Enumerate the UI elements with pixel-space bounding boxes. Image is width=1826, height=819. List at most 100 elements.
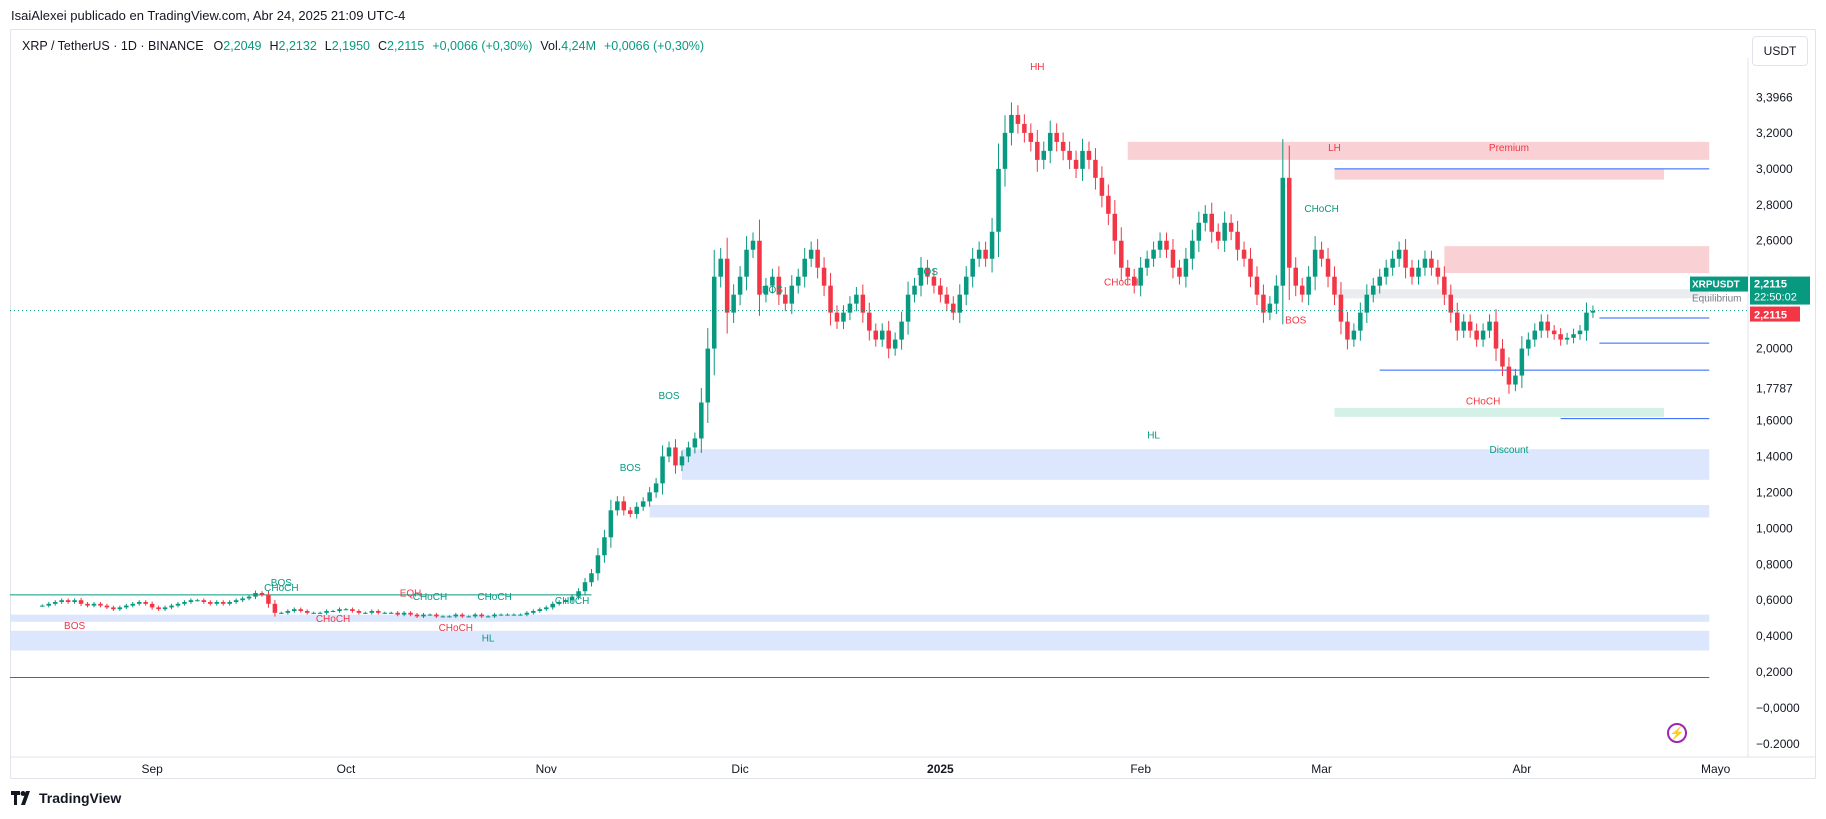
- candle-body: [660, 456, 665, 484]
- chart-frame[interactable]: [10, 29, 1816, 779]
- x-tick-label: Mayo: [1701, 762, 1731, 776]
- candle-body: [1093, 159, 1098, 178]
- candle-body: [1222, 222, 1227, 241]
- candle-body: [253, 593, 258, 597]
- candle-body: [220, 602, 226, 604]
- candle-body: [711, 276, 717, 349]
- candle-body: [1551, 330, 1557, 335]
- lightning-icon[interactable]: ⚡: [1667, 723, 1687, 743]
- candle-body: [750, 240, 756, 250]
- x-tick-label: Dic: [731, 762, 748, 776]
- candle-body: [1022, 123, 1027, 133]
- candle-body: [272, 603, 278, 613]
- symbol-name[interactable]: XRP / TetherUS · 1D · BINANCE: [22, 39, 204, 53]
- candle-body: [841, 312, 846, 322]
- candle-body: [938, 285, 943, 295]
- candle-body: [421, 614, 426, 617]
- x-tick-label: Oct: [337, 762, 356, 776]
- candle-body: [195, 600, 200, 602]
- candle-body: [763, 285, 769, 295]
- volume-change: +0,0066 (+0,30%): [604, 39, 705, 53]
- candle-body: [925, 267, 930, 277]
- candle-body: [595, 555, 601, 574]
- price-tag-bg: [1750, 276, 1810, 305]
- candle-body: [130, 603, 136, 606]
- candle-body: [363, 612, 368, 614]
- candle-body: [1493, 321, 1499, 349]
- candle-body: [40, 605, 45, 607]
- candle-body: [298, 609, 304, 611]
- candle-body: [996, 168, 1001, 232]
- candle-body: [808, 249, 814, 259]
- candle-body: [563, 600, 568, 603]
- candle-body: [899, 321, 904, 340]
- smc-label: CHoCH: [413, 592, 447, 603]
- candle-body: [1545, 321, 1550, 331]
- candle-body: [1487, 321, 1492, 331]
- candle-body: [1429, 258, 1434, 268]
- candle-body: [1261, 294, 1266, 313]
- y-tick-label: 1,4000: [1756, 449, 1793, 463]
- smc-label: CHoCH: [439, 623, 473, 634]
- candle-body: [679, 456, 685, 466]
- candle-body: [1351, 330, 1357, 340]
- y-tick-label: 3,0000: [1756, 162, 1793, 176]
- candle-body: [1513, 375, 1518, 385]
- brand[interactable]: TradingView: [11, 790, 121, 806]
- candle-body: [285, 610, 291, 613]
- candle-body: [356, 610, 362, 613]
- candle-body: [1526, 339, 1531, 349]
- candle-body: [1306, 276, 1311, 295]
- candle-body: [1028, 132, 1034, 142]
- candle-body: [1577, 330, 1583, 335]
- candle-body: [388, 612, 394, 614]
- candle-body: [447, 616, 452, 618]
- candle-body: [834, 312, 840, 322]
- zone-ob: [10, 630, 1710, 651]
- candle-body: [1558, 334, 1563, 340]
- candle-body: [59, 600, 64, 603]
- candle-body: [666, 447, 672, 457]
- candle-body: [1319, 249, 1324, 259]
- candle-body: [879, 330, 885, 340]
- candle-body: [1409, 267, 1415, 277]
- candle-body: [576, 591, 581, 597]
- candle-body: [1002, 132, 1008, 169]
- zone-equilibrium: [1334, 289, 1710, 299]
- candle-body: [72, 600, 77, 603]
- currency-button[interactable]: USDT: [1752, 36, 1808, 66]
- candle-body: [1106, 195, 1111, 214]
- low-key: L: [324, 39, 332, 53]
- x-tick-label: Feb: [1130, 762, 1151, 776]
- candle-body: [143, 602, 148, 604]
- candle-body: [453, 614, 459, 617]
- candle-body: [1280, 177, 1286, 286]
- candle-body: [1157, 240, 1163, 250]
- candle-body: [65, 600, 71, 603]
- candle-body: [524, 612, 530, 615]
- y-tick-label: 1,7787: [1756, 381, 1793, 395]
- candle-body: [188, 600, 194, 603]
- candle-body: [673, 447, 678, 466]
- candle-body: [259, 593, 265, 595]
- candle-body: [304, 610, 310, 613]
- candle-body: [718, 258, 723, 277]
- candle-body: [1584, 312, 1589, 331]
- candle-body: [989, 231, 995, 259]
- candle-body: [408, 612, 413, 615]
- candle-body: [1209, 213, 1215, 232]
- candle-body: [963, 276, 969, 295]
- candle-body: [104, 605, 110, 608]
- candle-body: [556, 602, 562, 604]
- smc-label: HH: [1030, 62, 1044, 73]
- open-value: 2,2049: [223, 39, 262, 53]
- candle-body: [111, 607, 116, 610]
- candle-body: [369, 610, 375, 613]
- y-tick-label: 2,8000: [1756, 198, 1793, 212]
- candle-body: [1358, 312, 1363, 331]
- candle-body: [124, 605, 129, 608]
- candle-body: [569, 596, 575, 601]
- candle-body: [1590, 310, 1596, 313]
